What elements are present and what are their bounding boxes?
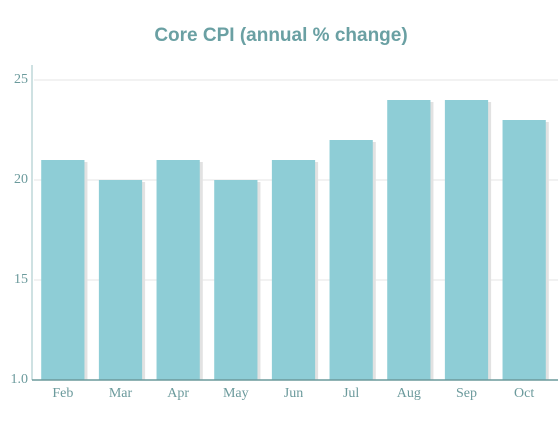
y-tick-label: 20 [14, 172, 28, 187]
x-tick-label: Jun [284, 386, 303, 401]
bar [271, 160, 316, 380]
bar [502, 120, 546, 380]
x-tick-label: Apr [167, 386, 189, 401]
bar [329, 140, 373, 380]
x-tick-label: Aug [397, 386, 421, 401]
bar [387, 100, 431, 380]
x-tick-label: Feb [52, 386, 73, 401]
y-tick-label: 1.0 [11, 372, 29, 387]
bar [156, 160, 200, 380]
x-tick-label: May [223, 386, 249, 401]
bar [98, 180, 143, 380]
y-tick-label: 25 [14, 72, 28, 87]
x-tick-label: Oct [514, 386, 534, 401]
x-tick-label: Jul [343, 386, 359, 401]
x-tick-label: Mar [109, 386, 133, 401]
chart-title: Core CPI (annual % change) [154, 25, 407, 46]
bar [41, 160, 85, 380]
x-tick-label: Sep [456, 386, 477, 401]
bar [444, 100, 489, 380]
y-tick-label: 15 [14, 272, 28, 287]
bar [214, 180, 258, 380]
